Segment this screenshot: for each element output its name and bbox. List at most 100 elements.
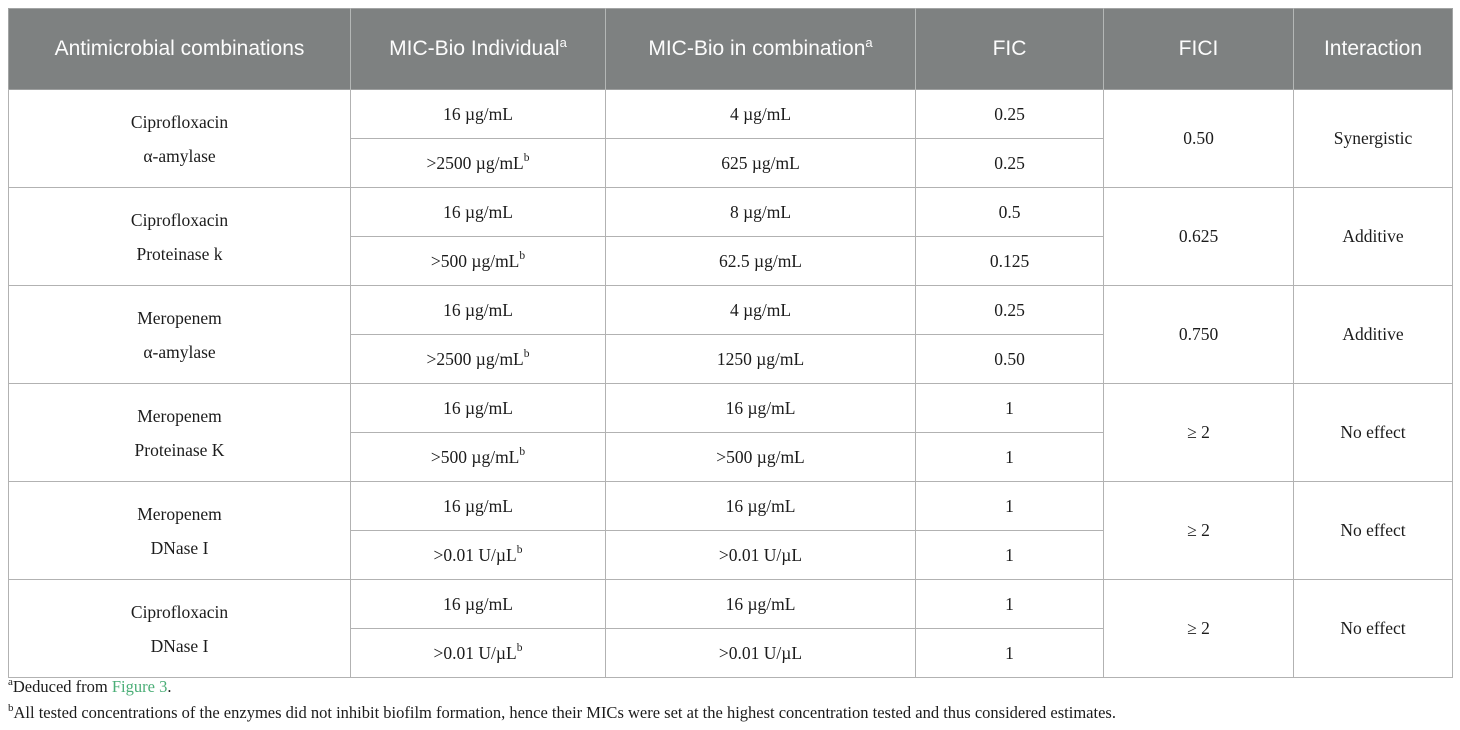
interaction-cell: Additive [1293, 285, 1453, 384]
enzyme-name: DNase I [150, 537, 209, 558]
mic-individual-cell: 16 µg/mL [350, 383, 606, 433]
mic-value: >500 µg/mL [430, 250, 520, 271]
mic-combination-cell: >0.01 U/µL [605, 628, 916, 678]
header-sup: a [559, 35, 567, 51]
mic-value: 16 µg/mL [443, 201, 513, 222]
mic-combination-cell: 4 µg/mL [605, 285, 916, 335]
col-header-interaction: Interaction [1293, 8, 1453, 90]
fici-cell: ≥ 2 [1103, 383, 1294, 482]
mic-combination-cell: 8 µg/mL [605, 187, 916, 237]
mic-value: >0.01 U/µL [433, 642, 517, 663]
table-row: >500 µg/mLb 62.5 µg/mL 0.125 [9, 236, 1453, 286]
footnote-b-marker: b [8, 701, 14, 714]
table-row: Ciprofloxacin α-amylase 16 µg/mL 4 µg/mL… [8, 89, 1453, 188]
mic-combination-cell: 16 µg/mL [605, 579, 916, 629]
fici-cell: ≥ 2 [1103, 481, 1294, 580]
fic-cell: 1 [915, 530, 1104, 580]
header-label: Interaction [1323, 37, 1423, 61]
mic-value: 16 µg/mL [443, 495, 513, 516]
table-row: >0.01 U/µLb >0.01 U/µL 1 [9, 530, 1453, 580]
mic-individual-cell: >0.01 U/µLb [350, 628, 606, 678]
mic-value: >2500 µg/mL [426, 152, 524, 173]
col-header-antimicrobial-combinations: Antimicrobial combinations [8, 8, 351, 90]
enzyme-name: Proteinase K [134, 439, 225, 460]
fic-cell: 1 [915, 628, 1104, 678]
header-sup: a [865, 35, 873, 51]
table-header: Antimicrobial combinations MIC-Bio Indiv… [8, 8, 1453, 90]
mic-combination-cell: 4 µg/mL [605, 89, 916, 139]
mic-combination-cell: >0.01 U/µL [605, 530, 916, 580]
mic-combination-cell: 16 µg/mL [605, 383, 916, 433]
mic-combination-cell: 1250 µg/mL [605, 334, 916, 384]
footnotes: aDeduced from Figure 3. bAll tested conc… [8, 674, 1456, 726]
mic-combination-cell: 625 µg/mL [605, 138, 916, 188]
col-header-fici: FICI [1103, 8, 1294, 90]
combination-cell: Meropenem DNase I [8, 481, 351, 580]
header-label: FICI [1178, 37, 1219, 61]
fici-cell: 0.750 [1103, 285, 1294, 384]
mic-combination-cell: 16 µg/mL [605, 481, 916, 531]
footnote-b-text: All tested concentrations of the enzymes… [13, 703, 1116, 722]
header-label: FIC [992, 37, 1027, 61]
footnote-marker-sup: b [519, 249, 526, 262]
table-row: Meropenem DNase I 16 µg/mL 16 µg/mL 1 ≥ … [8, 481, 1453, 580]
enzyme-name: α-amylase [143, 145, 216, 166]
header-row: Antimicrobial combinations MIC-Bio Indiv… [8, 8, 1453, 90]
table-row: >2500 µg/mLb 625 µg/mL 0.25 [9, 138, 1453, 188]
table-row: Ciprofloxacin DNase I 16 µg/mL 16 µg/mL … [8, 579, 1453, 678]
mic-combination-cell: 62.5 µg/mL [605, 236, 916, 286]
enzyme-name: α-amylase [143, 341, 216, 362]
combination-cell: Ciprofloxacin DNase I [8, 579, 351, 678]
drug-name: Meropenem [137, 307, 222, 328]
combination-cell: Meropenem Proteinase K [8, 383, 351, 482]
footnote-marker-sup: b [519, 445, 526, 458]
drug-name: Meropenem [137, 405, 222, 426]
fici-cell: ≥ 2 [1103, 579, 1294, 678]
footnote-a: aDeduced from Figure 3. [8, 674, 1456, 700]
fic-cell: 0.25 [915, 89, 1104, 139]
fic-cell: 1 [915, 579, 1104, 629]
col-header-mic-bio-in-combination: MIC-Bio in combinationa [605, 8, 916, 90]
footnote-marker-sup: b [516, 543, 523, 556]
fic-cell: 1 [915, 383, 1104, 433]
table-row: >500 µg/mLb >500 µg/mL 1 [9, 432, 1453, 482]
fic-cell: 0.5 [915, 187, 1104, 237]
mic-individual-cell: >2500 µg/mLb [350, 334, 606, 384]
fic-cell: 0.25 [915, 138, 1104, 188]
fici-cell: 0.625 [1103, 187, 1294, 286]
fic-cell: 0.25 [915, 285, 1104, 335]
antimicrobial-combinations-table: Antimicrobial combinations MIC-Bio Indiv… [8, 8, 1453, 678]
combination-cell: Meropenem α-amylase [8, 285, 351, 384]
mic-value: 16 µg/mL [443, 397, 513, 418]
table-row: Meropenem α-amylase 16 µg/mL 4 µg/mL 0.2… [8, 285, 1453, 384]
mic-individual-cell: 16 µg/mL [350, 481, 606, 531]
footnote-a-marker: a [8, 675, 13, 688]
mic-value: >2500 µg/mL [426, 348, 524, 369]
combination-cell: Ciprofloxacin Proteinase k [8, 187, 351, 286]
interaction-cell: No effect [1293, 481, 1453, 580]
drug-name: Meropenem [137, 503, 222, 524]
col-header-fic: FIC [915, 8, 1104, 90]
table-row: >2500 µg/mLb 1250 µg/mL 0.50 [9, 334, 1453, 384]
footnote-marker-sup: b [516, 641, 523, 654]
mic-combination-cell: >500 µg/mL [605, 432, 916, 482]
mic-value: 16 µg/mL [443, 103, 513, 124]
mic-individual-cell: 16 µg/mL [350, 89, 606, 139]
mic-individual-cell: 16 µg/mL [350, 285, 606, 335]
header-label: Antimicrobial combinations [54, 37, 305, 61]
header-label: MIC-Bio Individual [389, 37, 560, 61]
fic-cell: 1 [915, 481, 1104, 531]
mic-value: >0.01 U/µL [433, 544, 517, 565]
enzyme-name: DNase I [150, 635, 209, 656]
drug-name: Ciprofloxacin [130, 209, 229, 230]
mic-individual-cell: >500 µg/mLb [350, 236, 606, 286]
mic-individual-cell: >500 µg/mLb [350, 432, 606, 482]
drug-name: Ciprofloxacin [130, 111, 229, 132]
mic-individual-cell: 16 µg/mL [350, 187, 606, 237]
figure-3-link[interactable]: Figure 3 [111, 677, 168, 696]
header-label: MIC-Bio in combination [648, 37, 866, 61]
interaction-cell: No effect [1293, 383, 1453, 482]
footnote-marker-sup: b [523, 347, 530, 360]
mic-individual-cell: >2500 µg/mLb [350, 138, 606, 188]
table-row: Ciprofloxacin Proteinase k 16 µg/mL 8 µg… [8, 187, 1453, 286]
